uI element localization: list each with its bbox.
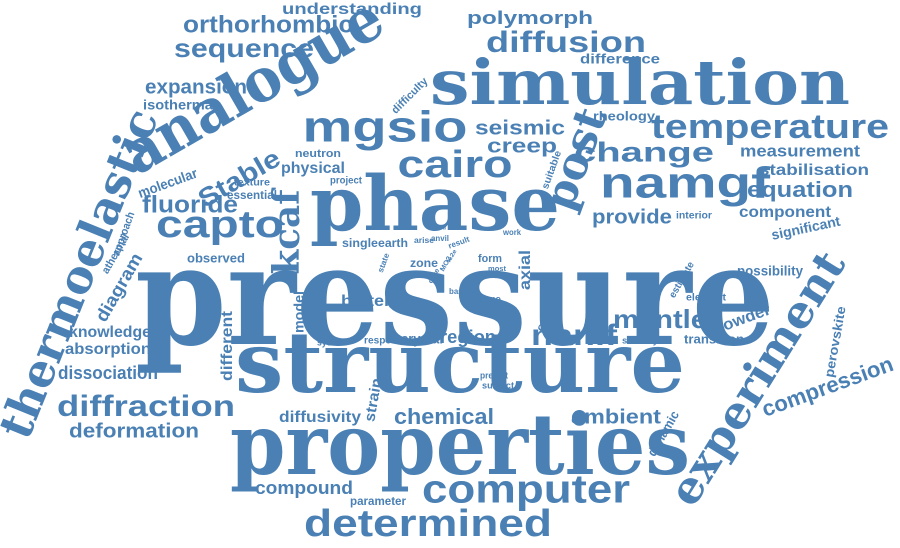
word-element: element — [686, 293, 727, 304]
word-zone: zone — [410, 256, 438, 270]
word-stability: stability — [622, 335, 658, 345]
word-mantle: mantle — [613, 304, 707, 334]
word-crystal: crystal — [401, 331, 443, 347]
word-mgsio: mgsio — [303, 103, 468, 152]
word-parameter: parameter — [350, 494, 406, 508]
word-provide: provide — [592, 206, 672, 228]
word-arise: arise — [414, 236, 435, 245]
word-expansion: expansion — [145, 76, 247, 98]
word-transition: transition — [684, 331, 744, 346]
word-different: different — [219, 310, 236, 381]
word-diffraction: diffraction — [57, 390, 235, 423]
word-simulation: simulation — [430, 46, 850, 119]
word-anvil: anvil — [431, 234, 449, 243]
word-work: work — [502, 228, 521, 237]
word-predict: predict — [480, 370, 508, 380]
word-fluoride: fluoride — [142, 191, 238, 218]
word-phase: phase — [310, 159, 560, 248]
word-range: range — [473, 295, 501, 306]
word-mbar: mbar — [480, 306, 505, 316]
word-isothermal: isothermal — [143, 97, 217, 113]
word-stabilisation: stabilisation — [759, 162, 869, 179]
word-texture: texture — [234, 178, 270, 189]
word-single: single — [342, 236, 378, 250]
word-determined: determined — [304, 503, 552, 545]
word-rheology: rheology — [593, 108, 656, 123]
word-model: model — [291, 291, 307, 333]
word-namgf: namgf — [600, 159, 770, 208]
word-change: change — [574, 136, 714, 167]
word-good: good — [432, 226, 446, 232]
word-ambient: ambient — [571, 406, 661, 428]
word-structure: structure — [235, 313, 685, 412]
word-neutron: neutron — [295, 148, 341, 160]
word-seismic: seismic — [475, 117, 565, 139]
word-deformation: deformation — [69, 420, 199, 442]
word-better: better — [341, 293, 391, 310]
word-observed: observed — [187, 250, 245, 265]
word-knowledge: knowledge — [69, 324, 151, 341]
word-orthorhombic: orthorhombic — [183, 11, 353, 38]
word-essential: essential — [227, 188, 277, 202]
word-cairo: cairo — [398, 144, 513, 186]
word-dissociation: dissociation — [58, 363, 158, 383]
word-earth: earth — [378, 236, 408, 250]
word-form: form — [478, 253, 502, 265]
word-region: region — [440, 327, 496, 347]
word-base: base — [449, 287, 468, 296]
word-difference: difference — [580, 51, 660, 67]
word-interior: interior — [676, 211, 712, 222]
word-chemical: chemical — [394, 404, 494, 429]
word-diffusion: diffusion — [486, 26, 646, 59]
word-subject: subject — [482, 380, 514, 390]
word-major: major — [407, 306, 431, 316]
word-understanding: understanding — [282, 1, 422, 18]
word-measurement: measurement — [740, 141, 860, 160]
word-kcaf: kcaf — [266, 187, 308, 274]
word-respect: respect — [364, 336, 401, 347]
word-system: system — [317, 338, 347, 349]
word-nanif: nanif — [531, 319, 618, 352]
word-pressure: pressure — [135, 214, 775, 377]
word-creep: creep — [487, 135, 557, 157]
word-axial: axial — [517, 250, 534, 290]
word-sequence: sequence — [174, 33, 314, 63]
word-diffusivity: diffusivity — [279, 409, 361, 426]
word-component: component — [739, 204, 832, 221]
word-most: most — [488, 266, 507, 273]
word-absorption: absorption — [65, 341, 151, 358]
word-polymorph: polymorph — [467, 8, 593, 28]
word-temperature: temperature — [651, 108, 889, 146]
word-equation: equation — [747, 177, 853, 202]
word-capto: capto — [156, 204, 284, 246]
word-computer: computer — [422, 468, 630, 512]
word-properties: properties — [230, 395, 690, 494]
word-compound: compound — [255, 478, 353, 498]
word-physical: physical — [281, 160, 345, 177]
word-project: project — [330, 176, 363, 187]
word-possibility: possibility — [737, 263, 803, 279]
